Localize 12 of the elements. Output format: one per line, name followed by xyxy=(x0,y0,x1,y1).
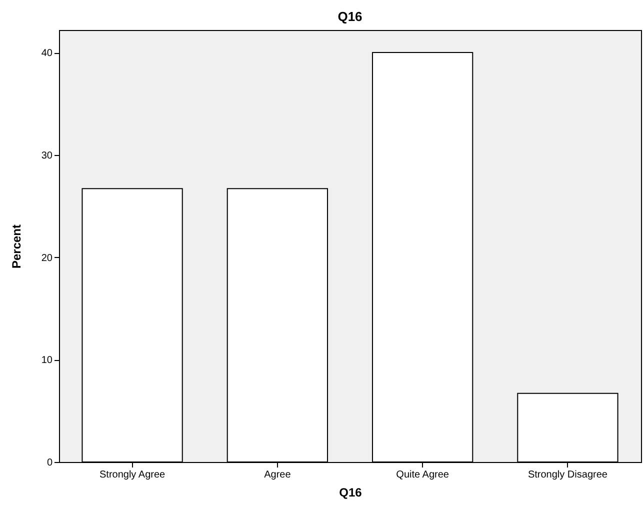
x-tick-label: Strongly Disagree xyxy=(528,470,608,480)
x-tick-label: Strongly Agree xyxy=(99,470,166,480)
x-tick-label: Quite Agree xyxy=(396,470,450,480)
y-tick-label: 40 xyxy=(41,48,53,60)
y-tick-label: 30 xyxy=(41,150,53,162)
x-tick-label: Agree xyxy=(264,470,292,480)
y-tick-label: 10 xyxy=(41,355,53,366)
chart-title: Q16 xyxy=(338,9,362,24)
x-axis-title: Q16 xyxy=(339,486,362,500)
y-axis-title: Percent xyxy=(9,224,24,269)
y-tick-label: 20 xyxy=(41,252,53,264)
y-tick-label: 0 xyxy=(46,458,53,468)
